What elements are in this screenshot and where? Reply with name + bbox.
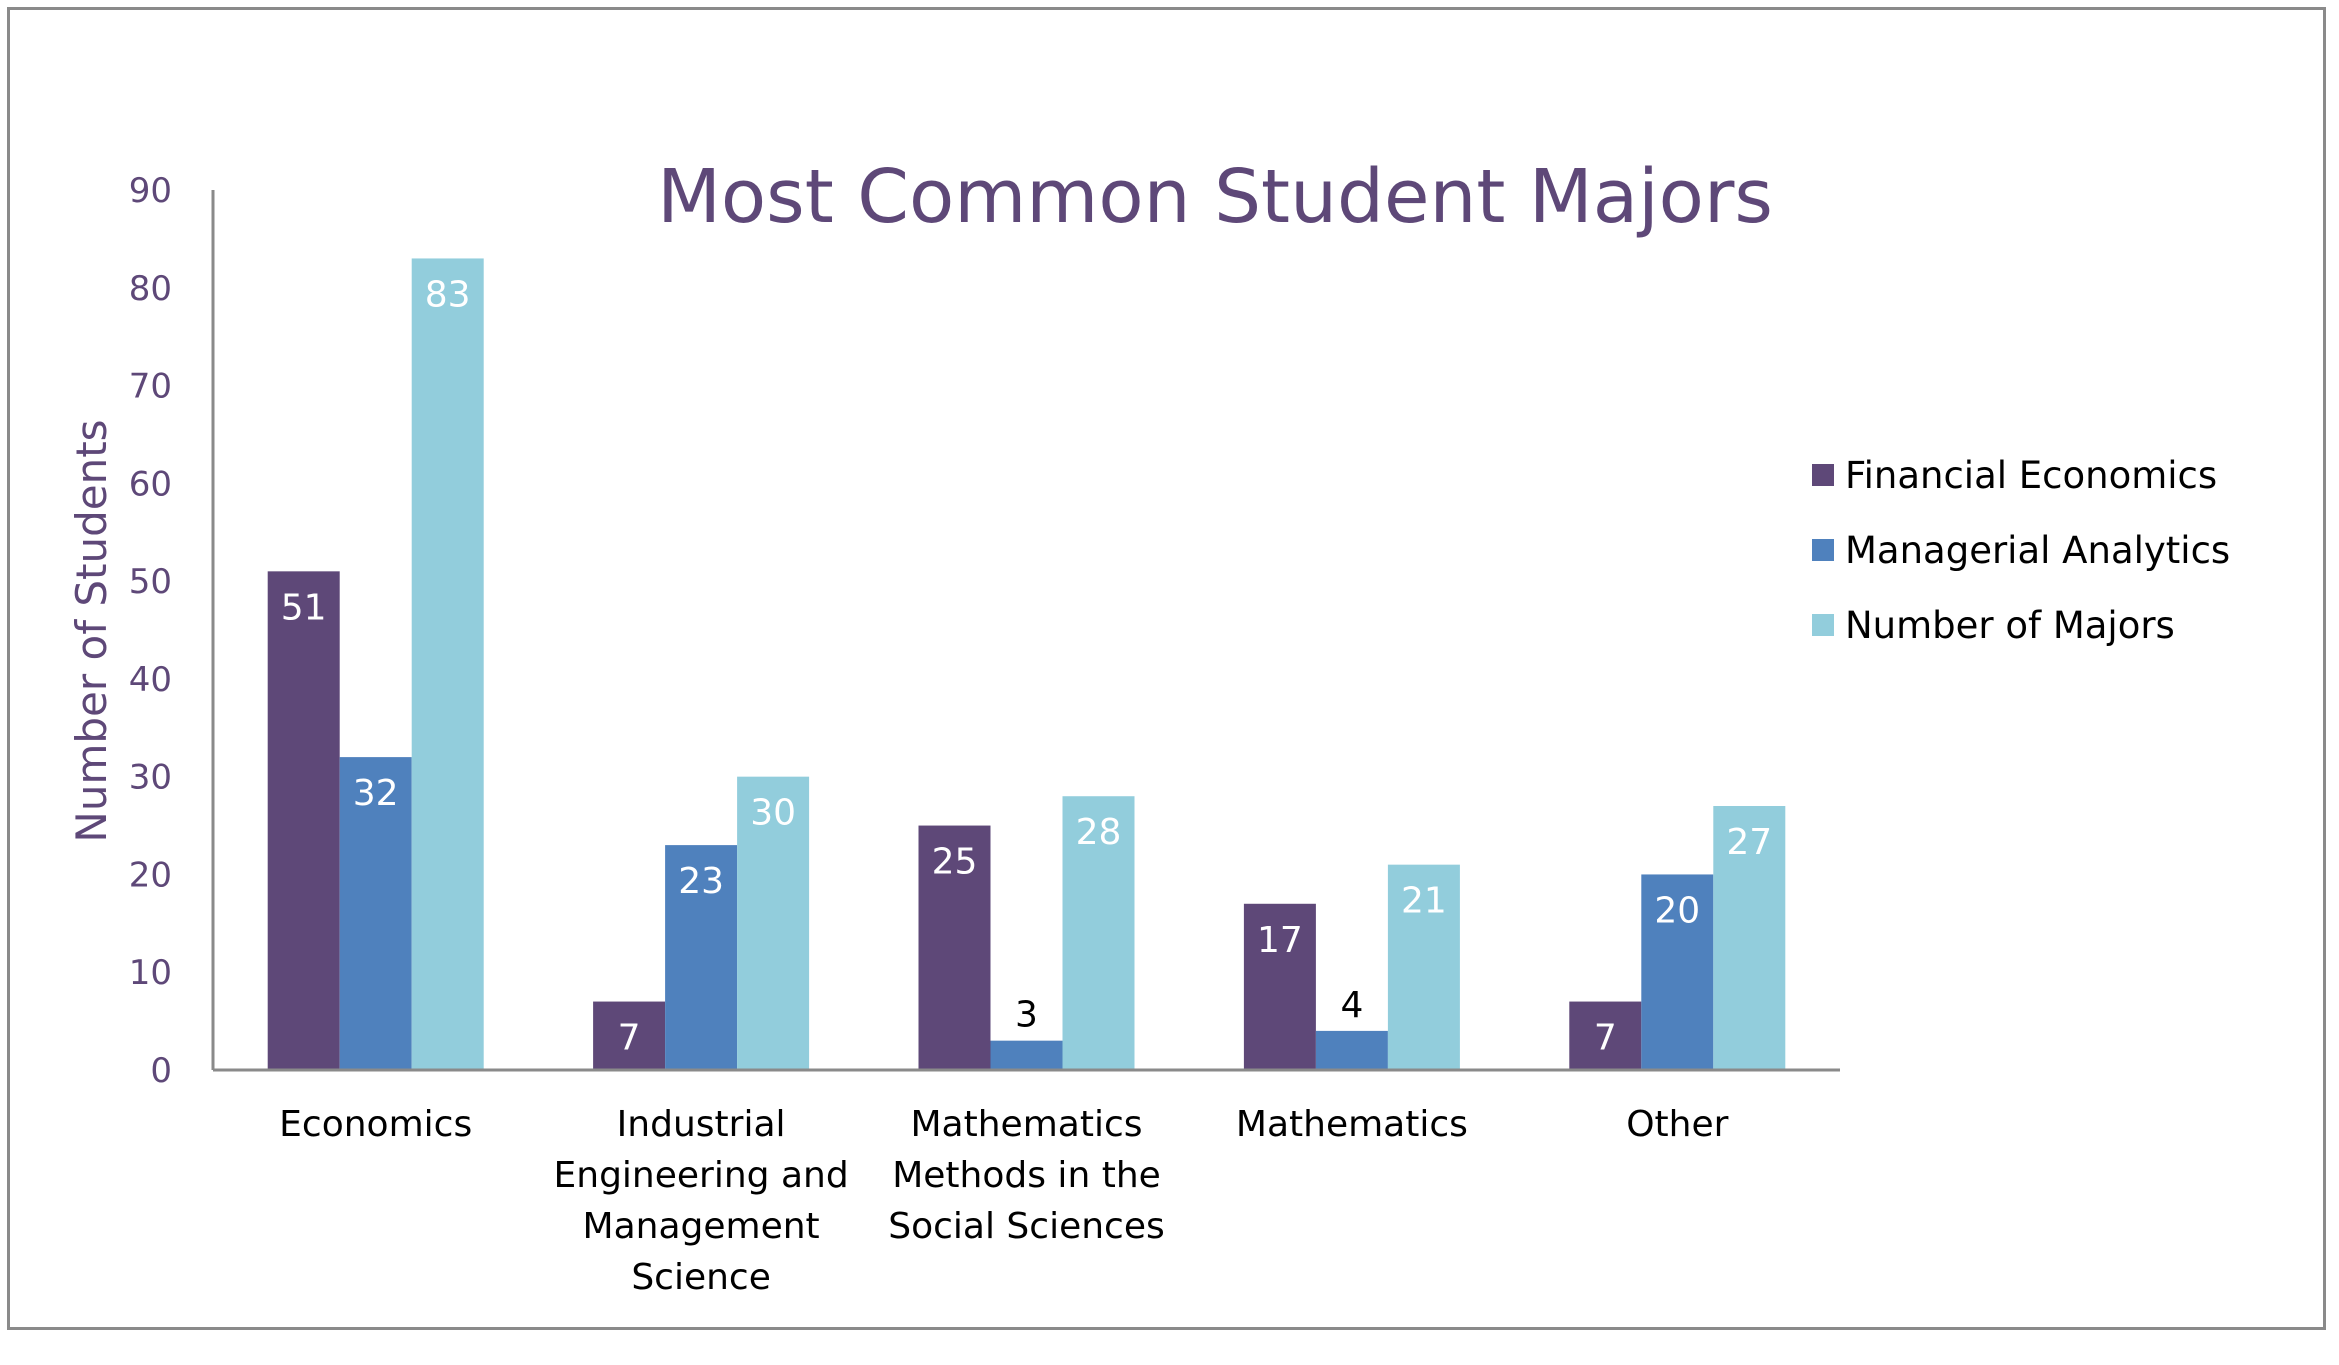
y-tick-label: 70 xyxy=(129,367,172,407)
data-label: 51 xyxy=(281,587,327,628)
legend-label: Managerial Analytics xyxy=(1845,529,2230,572)
y-tick-label: 80 xyxy=(129,269,172,309)
y-tick-label: 40 xyxy=(129,660,172,700)
category-labels-group: Economics Industrial Engineering and Manage… xyxy=(279,1104,1728,1298)
bar xyxy=(918,825,991,1070)
bar xyxy=(593,1001,666,1070)
legend-swatch xyxy=(1812,464,1834,486)
data-label: 30 xyxy=(750,793,796,834)
chart-title: Most Common Student Majors xyxy=(657,154,1773,240)
legend-label: Number of Majors xyxy=(1845,604,2175,647)
legend-swatch xyxy=(1812,539,1834,561)
data-label: 17 xyxy=(1257,920,1303,961)
y-tick-label: 50 xyxy=(129,562,172,602)
data-label: 28 xyxy=(1076,812,1122,853)
data-label: 3 xyxy=(1015,995,1038,1036)
data-label: 7 xyxy=(1594,1018,1617,1059)
data-label: 7 xyxy=(618,1018,641,1059)
bar xyxy=(267,571,340,1070)
category-label: Other xyxy=(1626,1104,1728,1145)
bar xyxy=(990,1040,1063,1070)
data-label: 21 xyxy=(1401,881,1447,922)
bar xyxy=(411,258,484,1070)
chart-frame xyxy=(7,7,2326,1330)
category-label: Mathematics Methods in the Social Sciences xyxy=(888,1104,1165,1247)
data-label: 20 xyxy=(1654,890,1700,931)
y-tick-label: 10 xyxy=(129,953,172,993)
bar xyxy=(339,757,412,1070)
category-label: Mathematics xyxy=(1236,1104,1468,1145)
y-axis-title: Number of Students xyxy=(67,419,116,842)
y-tick-label: 0 xyxy=(150,1051,172,1091)
y-tick-label: 90 xyxy=(129,171,172,211)
y-axis-ticks: 0 10 20 30 40 50 60 70 80 90 xyxy=(129,171,172,1091)
axes-group xyxy=(211,190,1840,1072)
bar xyxy=(1569,1001,1642,1070)
bar xyxy=(665,845,738,1070)
data-label: 23 xyxy=(678,861,724,902)
bar xyxy=(1243,903,1316,1070)
legend: Financial Economics Managerial Analytics N… xyxy=(1812,454,2230,647)
bar xyxy=(1713,806,1786,1070)
bars-group xyxy=(267,258,1786,1070)
y-tick-label: 20 xyxy=(129,855,172,895)
data-labels-group: 51 7 25 17 7 32 23 3 4 20 83 30 28 21 27 xyxy=(281,274,1772,1058)
bar xyxy=(1315,1030,1388,1070)
data-label: 4 xyxy=(1340,985,1363,1026)
bar xyxy=(1641,874,1714,1070)
data-label: 32 xyxy=(353,773,399,814)
legend-swatch xyxy=(1812,614,1834,636)
bar xyxy=(737,776,810,1070)
category-label: Industrial Engineering and Management Scien… xyxy=(554,1104,849,1298)
data-label: 27 xyxy=(1726,822,1772,863)
data-label: 25 xyxy=(932,842,978,883)
y-tick-label: 60 xyxy=(129,464,172,504)
bar xyxy=(1062,796,1135,1070)
y-tick-label: 30 xyxy=(129,758,172,798)
legend-label: Financial Economics xyxy=(1845,454,2217,497)
category-label: Economics xyxy=(279,1104,472,1145)
data-label: 83 xyxy=(425,274,471,315)
bar xyxy=(1387,864,1460,1070)
